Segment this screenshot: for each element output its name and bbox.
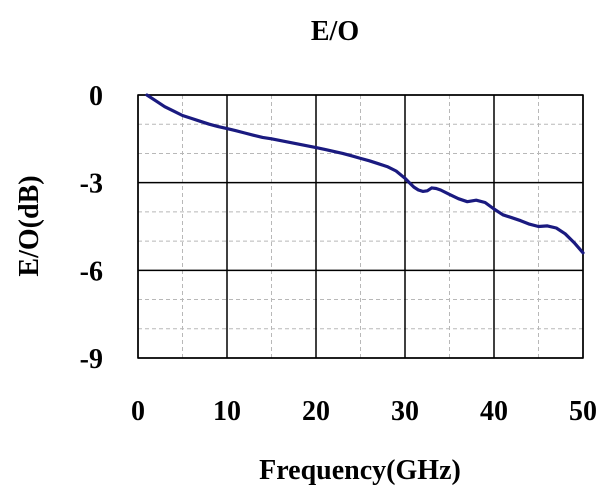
plot-frame: [137, 94, 584, 359]
y-tick-label: -3: [80, 169, 103, 200]
series-layer: [145, 93, 585, 255]
x-tick-labels: 0 10 20 30 40 50: [131, 396, 597, 427]
x-tick-label: 0: [131, 396, 145, 427]
x-tick-label: 30: [391, 396, 419, 427]
minor-gridlines: [138, 95, 583, 358]
y-tick-labels: 0 -3 -6 -9: [80, 81, 103, 375]
x-tick-label: 10: [213, 396, 241, 427]
series-line: [145, 93, 585, 255]
x-tick-label: 40: [480, 396, 508, 427]
x-axis-label: Frequency(GHz): [259, 455, 461, 486]
x-tick-label: 20: [302, 396, 330, 427]
chart-title: E/O: [311, 16, 359, 47]
y-tick-label: -6: [80, 256, 103, 287]
major-gridlines: [137, 94, 584, 359]
y-tick-label: 0: [89, 81, 103, 112]
y-axis-label: E/O(dB): [14, 175, 45, 276]
x-tick-label: 50: [569, 396, 597, 427]
y-tick-label: -9: [80, 344, 103, 375]
